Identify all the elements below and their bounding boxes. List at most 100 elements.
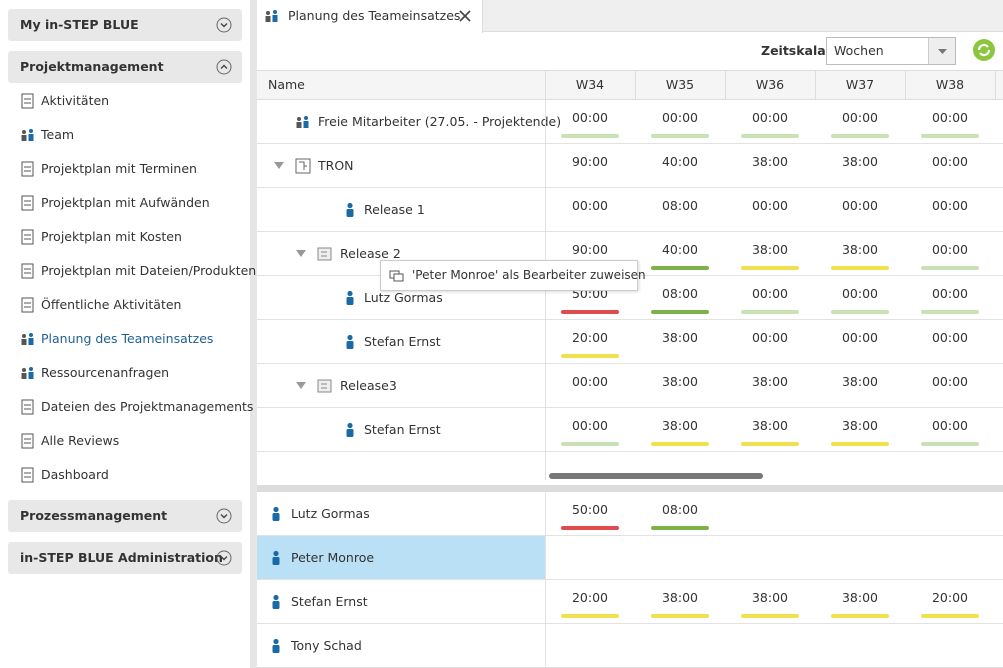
status-bar [831,266,889,270]
tab-close[interactable] [458,9,472,23]
nav-item[interactable]: Projektplan mit Kosten [41,229,182,244]
cell-value: 38:00 [661,418,699,433]
resource-row[interactable] [257,536,1003,580]
expander[interactable] [295,248,307,260]
tree-row[interactable] [257,144,1003,188]
cell-value: 08:00 [661,198,699,213]
status-bar [831,442,889,446]
nav-item[interactable]: Planung des Teameinsatzes [41,331,214,346]
nav-item[interactable]: Team [41,127,75,142]
nav-icon [20,467,36,483]
cell-value: 00:00 [751,330,789,345]
section-header[interactable] [8,500,242,532]
status-bar [651,442,709,446]
chevron [216,59,232,75]
cell-value: 40:00 [661,242,699,257]
cell-value: 90:00 [571,242,609,257]
tooltip-icon-svg [389,270,404,282]
tree-row[interactable] [257,100,1003,144]
nav-item[interactable]: Aktivitäten [41,93,110,108]
resource-row[interactable] [257,580,1003,624]
nav-icon [20,365,36,381]
section-header[interactable] [8,51,242,83]
status-bar [651,310,709,314]
row-name: Lutz Gormas [364,290,443,305]
status-bar [651,614,709,618]
nav-icon-svg [21,93,34,109]
header-name: Name [268,77,305,92]
select-arrow [938,49,947,54]
nav-item[interactable]: Dateien des Projektmanagements [41,399,254,414]
tab-icon [264,8,280,24]
expander[interactable] [295,380,307,392]
nav-item[interactable]: Ressourcenanfragen [41,365,170,380]
cell-value: 00:00 [931,198,969,213]
tooltip-icon [389,268,405,284]
status-bar [831,614,889,618]
nav-icon [20,297,36,313]
tree-row[interactable] [257,364,1003,408]
section-header[interactable] [8,542,242,574]
row-icon-svg [317,247,332,261]
resource-row[interactable] [257,492,1003,536]
row-icon [270,550,286,566]
row-icon [344,334,360,350]
nav-item[interactable]: Projektplan mit Terminen [41,161,197,176]
row-icon-svg [317,379,332,393]
nav-item[interactable]: Projektplan mit Dateien/Produkten [41,263,257,278]
row-icon [317,246,333,262]
cell-value: 08:00 [661,502,699,517]
header-week: W36 [755,77,785,92]
tree-row[interactable] [257,188,1003,232]
row-name: Lutz Gormas [291,506,370,521]
cell-value: 00:00 [751,198,789,213]
cell-value: 38:00 [841,374,879,389]
cell-value: 00:00 [661,110,699,125]
cell-value: 00:00 [931,374,969,389]
row-icon-svg [346,202,354,217]
refresh-button[interactable] [972,38,996,62]
nav-item[interactable]: Alle Reviews [41,433,120,448]
status-bar [651,266,709,270]
cell-value: 00:00 [841,330,879,345]
expander[interactable] [273,160,285,172]
row-icon-svg [346,290,354,305]
cell-value: 00:00 [841,198,879,213]
header-week: W35 [665,77,695,92]
cell-value: 38:00 [841,418,879,433]
row-icon [344,422,360,438]
header-week: W38 [935,77,965,92]
chevron [216,550,232,566]
status-bar [921,266,979,270]
status-bar [831,310,889,314]
tab[interactable] [257,0,483,33]
section-header[interactable] [8,9,242,41]
header-edge [995,70,996,100]
cell-value: 00:00 [571,110,609,125]
nav-item[interactable]: Projektplan mit Aufwänden [41,195,210,210]
resource-row[interactable] [257,624,1003,668]
nav-item[interactable]: Dashboard [41,467,109,482]
row-name: TRON [318,158,354,173]
splitter[interactable] [257,485,1003,492]
expander-svg [296,250,306,257]
chevron-svg [216,59,232,75]
cell-value: 38:00 [841,154,879,169]
header-cell [545,70,635,100]
nav-icon-svg [21,229,34,245]
row-icon [270,594,286,610]
nav-item[interactable]: Öffentliche Aktivitäten [41,297,182,312]
header-cell [905,70,995,100]
cell-value: 00:00 [751,286,789,301]
nav-icon-svg [21,195,34,211]
tree-row[interactable] [257,276,1003,320]
tree-row[interactable] [257,320,1003,364]
chevron-svg [216,550,232,566]
cell-value: 00:00 [841,286,879,301]
tab-title: Planung des Teameinsatzes [288,8,461,23]
h-scrollbar[interactable] [549,473,763,479]
tree-row[interactable] [257,408,1003,452]
section-title: Prozessmanagement [20,508,168,523]
chevron-svg [216,17,232,33]
cell-value: 38:00 [661,330,699,345]
